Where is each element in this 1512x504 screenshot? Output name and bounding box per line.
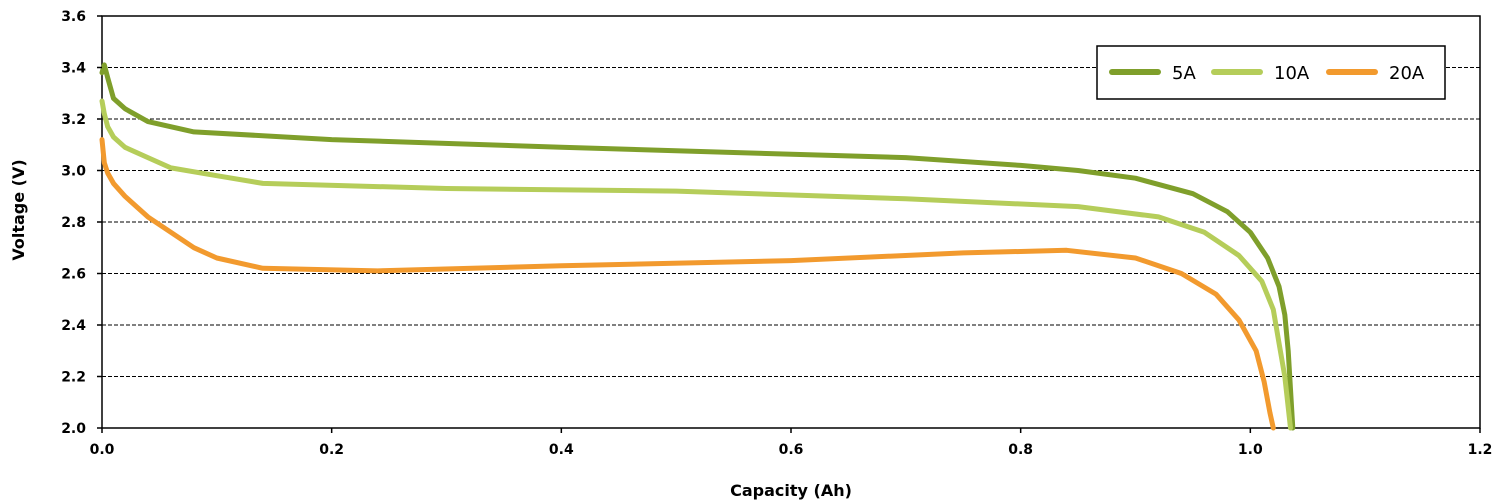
grid-lines [102,67,1480,377]
legend-label-20A: 20A [1389,63,1425,84]
series-line-5A [99,62,1296,431]
axis-ticks: 2.0 2.2 2.4 2.6 2.8 3.0 3.2 3.4 3.6 0.0 0.2 0.4 0.6 0… [61,9,1492,458]
y-tick-label: 2.0 [61,421,86,437]
y-tick-label: 2.2 [61,370,86,386]
x-axis-title: Capacity (Ah) [730,481,852,500]
y-tick-label: 3.2 [61,112,86,128]
series-line-20A [99,137,1276,431]
x-tick-label: 0.4 [549,442,574,458]
y-axis-title: Voltage (V) [9,159,28,260]
legend: 5A 10A 20A [1096,45,1446,100]
x-tick-label: 1.0 [1238,442,1263,458]
y-tick-label: 3.0 [61,164,86,180]
legend-label-5A: 5A [1172,63,1196,84]
y-tick-label: 3.4 [61,61,86,77]
x-tick-label: 1.2 [1468,442,1493,458]
x-tick-label: 0.8 [1008,442,1033,458]
series-line-10A [99,98,1293,431]
y-tick-label: 2.8 [61,215,86,231]
y-tick-label: 2.4 [61,318,86,334]
x-tick-label: 0.2 [319,442,344,458]
legend-label-10A: 10A [1274,63,1310,84]
data-series [99,62,1296,431]
y-tick-label: 2.6 [61,267,86,283]
y-tick-label: 3.6 [61,9,86,25]
x-tick-label: 0.6 [779,442,804,458]
x-tick-label: 0.0 [90,442,115,458]
